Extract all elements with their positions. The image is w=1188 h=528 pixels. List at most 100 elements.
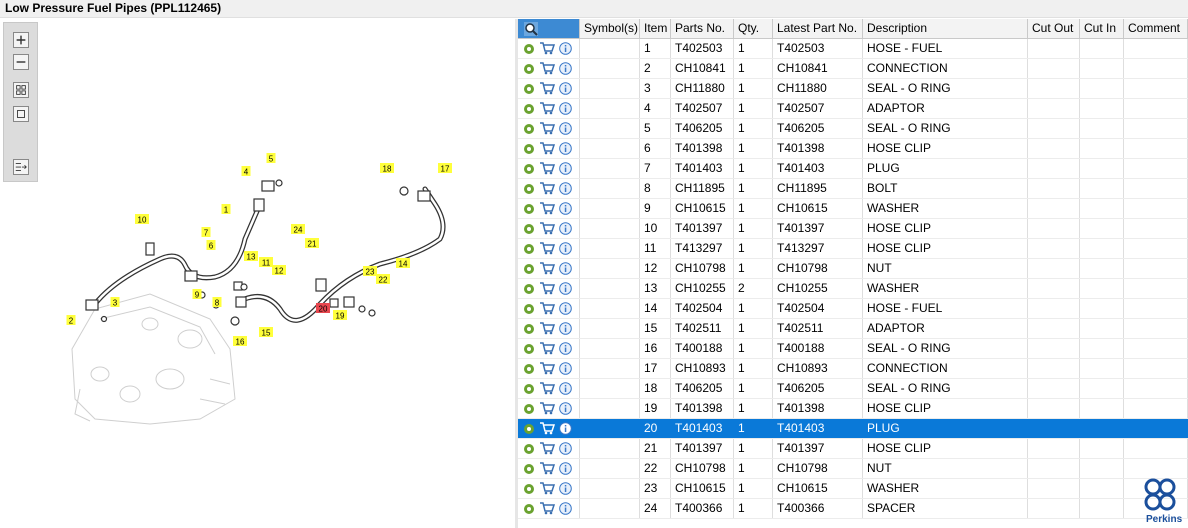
gear-icon[interactable] [523,203,535,215]
cart-icon[interactable] [539,322,555,335]
cart-icon[interactable] [539,462,555,475]
table-row[interactable]: 23 CH10615 1 CH10615 WASHER [518,479,1188,499]
gear-icon[interactable] [523,63,535,75]
cart-icon[interactable] [539,62,555,75]
callout-box[interactable] [396,258,410,268]
gear-icon[interactable] [523,423,535,435]
table-row[interactable]: 12 CH10798 1 CH10798 NUT [518,259,1188,279]
table-row[interactable]: 2 CH10841 1 CH10841 CONNECTION [518,59,1188,79]
info-icon[interactable] [559,142,572,155]
callout-box[interactable] [241,166,251,176]
cart-icon[interactable] [539,402,555,415]
column-header[interactable]: Item [640,19,671,38]
callout-box[interactable] [201,227,211,237]
callout-box[interactable] [221,204,231,214]
table-row[interactable]: 17 CH10893 1 CH10893 CONNECTION [518,359,1188,379]
gear-icon[interactable] [523,463,535,475]
cart-icon[interactable] [539,282,555,295]
gear-icon[interactable] [523,443,535,455]
callout-box[interactable] [438,163,452,173]
column-header[interactable]: Cut Out [1028,19,1080,38]
callout-box[interactable] [244,251,258,261]
info-icon[interactable] [559,62,572,75]
callout-box[interactable] [259,327,273,337]
select-column-header[interactable] [518,19,580,38]
gear-icon[interactable] [523,163,535,175]
cart-icon[interactable] [539,102,555,115]
column-header[interactable]: Description [863,19,1028,38]
gear-icon[interactable] [523,143,535,155]
cart-icon[interactable] [539,482,555,495]
column-header[interactable]: Qty. [734,19,773,38]
info-icon[interactable] [559,422,572,435]
callout-box[interactable] [135,214,149,224]
cart-icon[interactable] [539,202,555,215]
info-icon[interactable] [559,442,572,455]
cart-icon[interactable] [539,342,555,355]
info-icon[interactable] [559,222,572,235]
table-row[interactable]: 18 T406205 1 T406205 SEAL - O RING [518,379,1188,399]
gear-icon[interactable] [523,343,535,355]
table-row[interactable]: 5 T406205 1 T406205 SEAL - O RING [518,119,1188,139]
column-header[interactable]: Parts No. [671,19,734,38]
cart-icon[interactable] [539,422,555,435]
table-row[interactable]: 21 T401397 1 T401397 HOSE CLIP [518,439,1188,459]
callout-box[interactable] [272,265,286,275]
gear-icon[interactable] [523,363,535,375]
info-icon[interactable] [559,302,572,315]
callout-box[interactable] [316,303,330,313]
info-icon[interactable] [559,162,572,175]
cart-icon[interactable] [539,122,555,135]
info-icon[interactable] [559,482,572,495]
cart-icon[interactable] [539,262,555,275]
search-icon[interactable] [523,21,539,37]
cart-icon[interactable] [539,222,555,235]
table-row[interactable]: 24 T400366 1 T400366 SPACER [518,499,1188,519]
info-icon[interactable] [559,202,572,215]
table-row[interactable]: 19 T401398 1 T401398 HOSE CLIP [518,399,1188,419]
zoom-in-button[interactable] [13,32,29,48]
gear-icon[interactable] [523,83,535,95]
info-icon[interactable] [559,282,572,295]
cart-icon[interactable] [539,302,555,315]
fit-all-button[interactable] [13,82,29,98]
callout-box[interactable] [266,153,276,163]
splitter[interactable] [515,19,518,528]
gear-icon[interactable] [523,43,535,55]
callout-box[interactable] [259,257,273,267]
table-row[interactable]: 4 T402507 1 T402507 ADAPTOR [518,99,1188,119]
cart-icon[interactable] [539,42,555,55]
column-header[interactable]: Cut In [1080,19,1124,38]
cart-icon[interactable] [539,382,555,395]
gear-icon[interactable] [523,403,535,415]
info-icon[interactable] [559,42,572,55]
gear-icon[interactable] [523,283,535,295]
info-icon[interactable] [559,402,572,415]
fit-window-button[interactable] [13,106,29,122]
callout-box[interactable] [305,238,319,248]
table-row[interactable]: 16 T400188 1 T400188 SEAL - O RING [518,339,1188,359]
info-icon[interactable] [559,362,572,375]
callout-box[interactable] [192,289,202,299]
callout-box[interactable] [233,336,247,346]
column-header[interactable]: Latest Part No. [773,19,863,38]
cart-icon[interactable] [539,242,555,255]
gear-icon[interactable] [523,263,535,275]
gear-icon[interactable] [523,503,535,515]
info-icon[interactable] [559,342,572,355]
info-icon[interactable] [559,462,572,475]
column-header[interactable]: Symbol(s) [580,19,640,38]
gear-icon[interactable] [523,223,535,235]
callout-box[interactable] [206,240,216,250]
table-row[interactable]: 1 T402503 1 T402503 HOSE - FUEL [518,39,1188,59]
table-row[interactable]: 22 CH10798 1 CH10798 NUT [518,459,1188,479]
cart-icon[interactable] [539,182,555,195]
table-row[interactable]: 9 CH10615 1 CH10615 WASHER [518,199,1188,219]
table-row[interactable]: 7 T401403 1 T401403 PLUG [518,159,1188,179]
info-icon[interactable] [559,122,572,135]
table-row[interactable]: 13 CH10255 2 CH10255 WASHER [518,279,1188,299]
column-header[interactable]: Comment [1124,19,1188,38]
info-icon[interactable] [559,262,572,275]
gear-icon[interactable] [523,483,535,495]
gear-icon[interactable] [523,323,535,335]
